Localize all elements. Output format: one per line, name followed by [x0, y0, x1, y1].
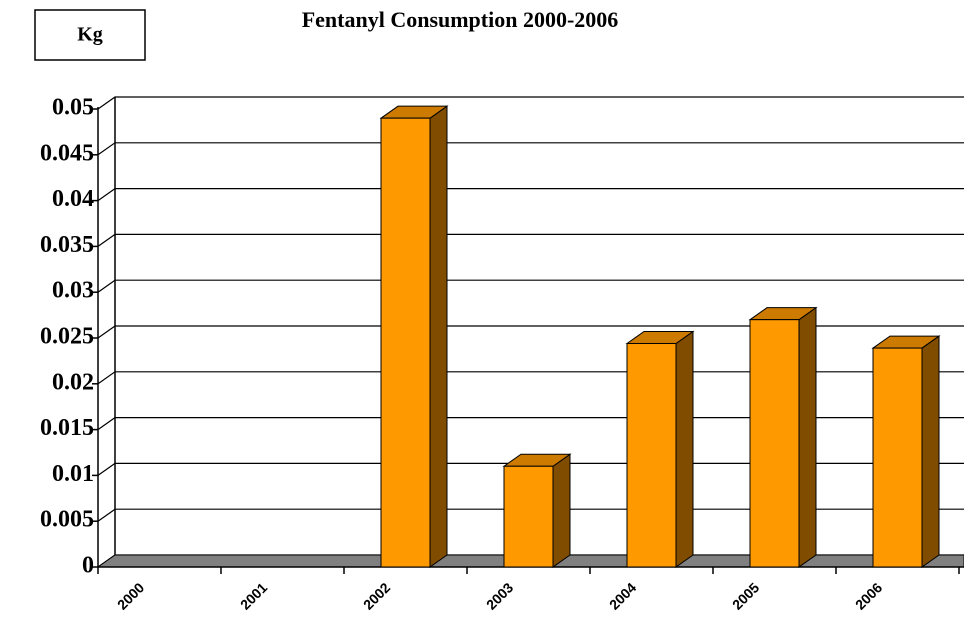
y-tick-label: 0.05 [52, 95, 94, 121]
y-axis-label: Kg [77, 24, 103, 46]
y-tick-label: 0.035 [40, 232, 94, 258]
bar [625, 330, 695, 568]
bar-side [798, 306, 817, 568]
x-tick-label: 2006 [852, 579, 885, 612]
grid-line [97, 417, 964, 431]
chart-title: Fentanyl Consumption 2000-2006 [302, 7, 619, 32]
y-tick-label: 0.04 [52, 186, 94, 212]
bar-front [503, 465, 554, 568]
grid-line [97, 142, 964, 156]
unit-box [34, 9, 146, 61]
grid-line [97, 188, 964, 202]
y-tick-label: 0.045 [40, 140, 94, 166]
y-tick-label: 0 [82, 553, 94, 579]
grid-line [97, 233, 964, 247]
bar [871, 335, 941, 568]
bar-side [429, 105, 448, 568]
grid-line [97, 325, 964, 339]
bar-side [552, 453, 571, 568]
bar-side [675, 330, 694, 568]
grid-line [97, 279, 964, 293]
x-tick-label: 2002 [360, 579, 393, 612]
x-tick-label: 2000 [114, 579, 147, 612]
bar-front [872, 347, 923, 568]
bar [748, 306, 818, 568]
bar-front [626, 342, 677, 568]
x-tick-label: 2001 [237, 579, 270, 612]
y-tick-label: 0.02 [52, 369, 94, 395]
y-tick-label: 0.015 [40, 415, 94, 441]
bar [379, 105, 449, 568]
y-tick-label: 0.03 [52, 278, 94, 304]
x-tick-label: 2003 [483, 579, 516, 612]
grid-line [97, 371, 964, 385]
y-tick-label: 0.025 [40, 324, 94, 350]
bar [502, 453, 572, 568]
y-tick-label: 0.005 [40, 507, 94, 533]
y-tick-label: 0.01 [52, 461, 94, 487]
bar-side [921, 335, 940, 568]
bar-front [749, 319, 800, 568]
x-tick-label: 2004 [606, 579, 639, 612]
bar-front [380, 117, 431, 568]
grid-line [97, 96, 964, 110]
x-tick-label: 2005 [729, 579, 762, 612]
